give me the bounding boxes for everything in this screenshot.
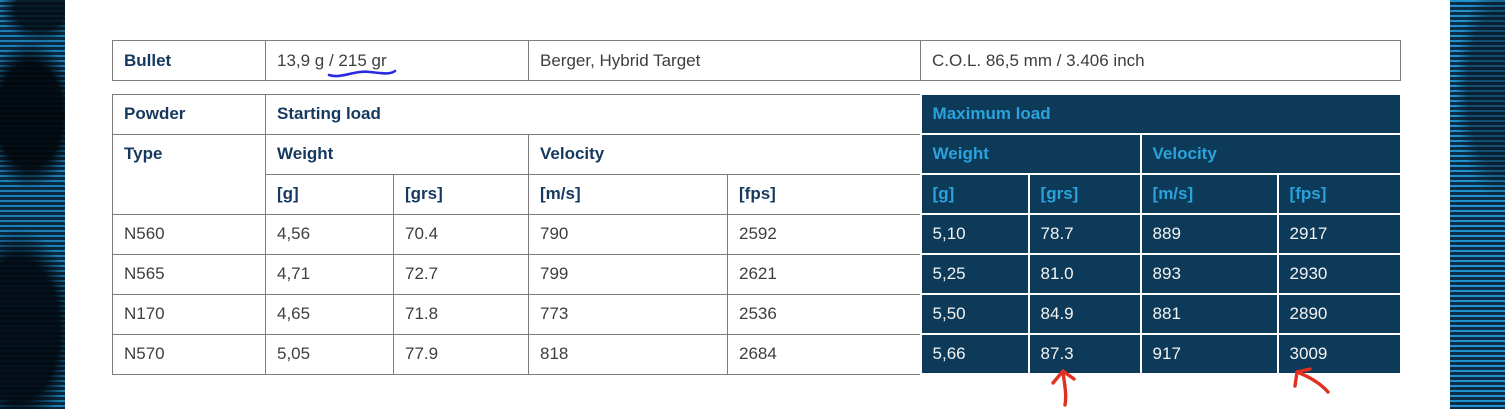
powder-header: Powder (112, 93, 266, 135)
max-weight-g: 5,25 (919, 253, 1030, 295)
start-velocity-fps: 2621 (726, 253, 922, 295)
start-velocity-ms: 790 (528, 213, 728, 255)
max-weight-g: 5,50 (919, 293, 1030, 335)
max-velocity-ms: 917 (1139, 333, 1279, 375)
load-data-table: Powder Starting load Maximum load Type W… (112, 93, 1402, 375)
max-weight-grs: 78.7 (1027, 213, 1142, 255)
bullet-weight-value: 13,9 g / 215 gr (265, 40, 529, 81)
start-unit-fps: [fps] (726, 173, 922, 215)
start-velocity-fps: 2684 (726, 333, 922, 375)
max-weight-grs: 84.9 (1027, 293, 1142, 335)
table-row: N170 4,65 71.8 773 2536 5,50 84.9 881 28… (112, 293, 1402, 335)
max-unit-fps: [fps] (1276, 173, 1402, 215)
start-velocity-ms: 773 (528, 293, 728, 335)
start-weight-g: 4,56 (265, 213, 394, 255)
bullet-info-row: Bullet 13,9 g / 215 gr Berger, Hybrid Ta… (112, 40, 1401, 81)
start-weight-g: 4,71 (265, 253, 394, 295)
max-unit-g: [g] (919, 173, 1030, 215)
max-unit-grs: [grs] (1027, 173, 1142, 215)
max-unit-ms: [m/s] (1139, 173, 1279, 215)
max-velocity-ms: 881 (1139, 293, 1279, 335)
bullet-name-value: Berger, Hybrid Target (528, 40, 921, 81)
max-weight-header: Weight (919, 133, 1142, 175)
max-weight-g: 5,10 (919, 213, 1030, 255)
right-background-stripes (1450, 0, 1505, 409)
max-velocity-ms: 889 (1139, 213, 1279, 255)
max-velocity-fps: 2917 (1276, 213, 1402, 255)
start-unit-ms: [m/s] (528, 173, 728, 215)
start-weight-grs: 72.7 (393, 253, 529, 295)
table-row: N565 4,71 72.7 799 2621 5,25 81.0 893 29… (112, 253, 1402, 295)
unit-header-row: [g] [grs] [m/s] [fps] [g] [grs] [m/s] [f… (113, 173, 1402, 215)
powder-type: N565 (112, 253, 266, 295)
max-weight-grs: 81.0 (1027, 253, 1142, 295)
starting-load-header: Starting load (264, 93, 922, 135)
max-velocity-header: Velocity (1139, 133, 1402, 175)
start-weight-grs: 77.9 (393, 333, 529, 375)
max-velocity-fps: 2930 (1276, 253, 1402, 295)
start-velocity-header: Velocity (527, 133, 922, 175)
start-weight-g: 4,65 (265, 293, 394, 335)
start-weight-grs: 70.4 (393, 213, 529, 255)
start-weight-g: 5,05 (265, 333, 394, 375)
table-row: N560 4,56 70.4 790 2592 5,10 78.7 889 29… (112, 213, 1402, 255)
max-velocity-ms: 893 (1139, 253, 1279, 295)
left-background-stripes (0, 0, 65, 409)
start-unit-g: [g] (265, 173, 394, 215)
start-velocity-fps: 2536 (726, 293, 922, 335)
bullet-col-value: C.O.L. 86,5 mm / 3.406 inch (920, 40, 1401, 81)
start-weight-header: Weight (265, 133, 529, 175)
max-weight-g: 5,66 (919, 333, 1030, 375)
start-velocity-ms: 799 (528, 253, 728, 295)
powder-type: N560 (112, 213, 266, 255)
bullet-label: Bullet (112, 40, 266, 81)
group-header-row: Powder Starting load Maximum load (112, 93, 1402, 135)
start-velocity-ms: 818 (528, 333, 728, 375)
bullet-info-table: Bullet 13,9 g / 215 gr Berger, Hybrid Ta… (112, 40, 1401, 81)
table-row: N570 5,05 77.9 818 2684 5,66 87.3 917 30… (112, 333, 1402, 375)
max-velocity-fps: 2890 (1276, 293, 1402, 335)
max-velocity-fps: 3009 (1276, 333, 1402, 375)
powder-type: N170 (112, 293, 266, 335)
type-header: Type (112, 133, 266, 215)
subgroup-header-row: Type Weight Velocity Weight Velocity (112, 133, 1402, 215)
max-weight-grs: 87.3 (1027, 333, 1142, 375)
maximum-load-header: Maximum load (919, 93, 1402, 135)
start-unit-grs: [grs] (393, 173, 529, 215)
powder-type: N570 (112, 333, 266, 375)
start-velocity-fps: 2592 (726, 213, 922, 255)
start-weight-grs: 71.8 (393, 293, 529, 335)
